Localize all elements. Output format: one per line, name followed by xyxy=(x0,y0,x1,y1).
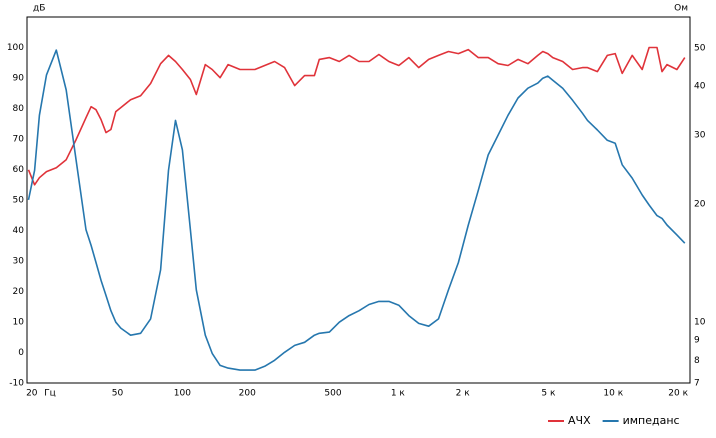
legend-label: АЧХ xyxy=(568,414,591,427)
y-tick-label: -10 xyxy=(9,379,24,389)
x-tick-label: 200 xyxy=(239,389,256,399)
x-tick-label: 1 к xyxy=(391,389,406,399)
x-tick-label: 500 xyxy=(324,389,341,399)
y-tick-label: 10 xyxy=(13,318,25,328)
legend-label: импеданс xyxy=(623,414,680,427)
x-tick-label: 5 к xyxy=(541,389,556,399)
y-tick-label: 70 xyxy=(13,135,25,145)
y2-tick-label: 10 xyxy=(694,318,706,328)
x-tick-label: 50 xyxy=(112,389,124,399)
y-tick-label: 100 xyxy=(7,43,24,53)
x-axis-label: Гц xyxy=(44,389,56,399)
plot-frame xyxy=(26,16,691,384)
y-tick-label: 20 xyxy=(13,287,25,297)
y2-tick-label: 8 xyxy=(694,356,700,366)
x-tick-label: 10 к xyxy=(603,389,623,399)
y2-tick-label: 20 xyxy=(694,200,706,210)
y2-tick-label: 40 xyxy=(694,82,706,92)
y-tick-label: 50 xyxy=(13,196,25,206)
y-axis-label: дБ xyxy=(33,4,45,14)
y2-tick-label: 30 xyxy=(694,131,706,141)
y-tick-label: 80 xyxy=(13,104,25,114)
y2-tick-label: 9 xyxy=(694,336,700,346)
y2-tick-label: 7 xyxy=(694,379,700,389)
y2-tick-label: 50 xyxy=(694,44,706,54)
y-tick-label: 60 xyxy=(13,165,25,175)
x-tick-label: 100 xyxy=(174,389,191,399)
x-tick-label: 2 к xyxy=(456,389,471,399)
series-line xyxy=(27,49,686,371)
y-tick-label: 0 xyxy=(18,348,24,358)
x-tick-label: 20 xyxy=(26,389,38,399)
x-tick-label: 20 к xyxy=(668,389,688,399)
y2-axis-label: Ом xyxy=(674,4,688,14)
y-tick-label: 30 xyxy=(13,257,25,267)
y-tick-label: 90 xyxy=(13,74,25,84)
series-line xyxy=(27,46,686,186)
y-tick-label: 40 xyxy=(13,226,25,236)
